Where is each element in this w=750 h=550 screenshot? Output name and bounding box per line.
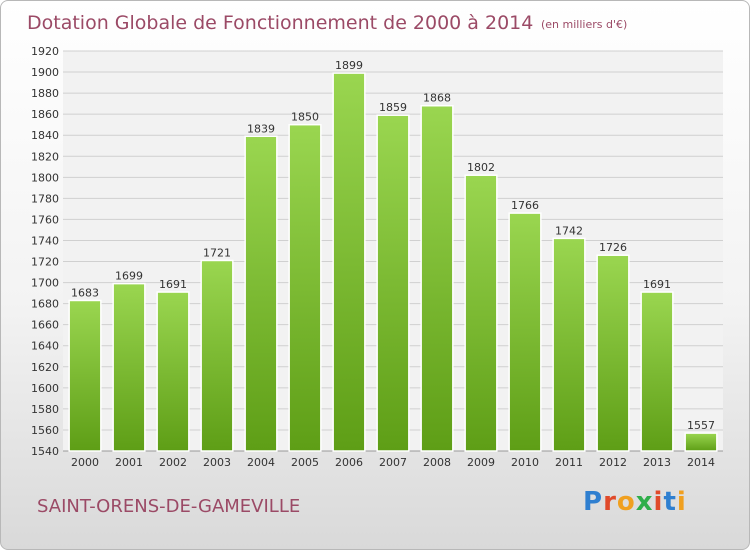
x-tick-label: 2011	[555, 456, 583, 469]
commune-name: SAINT-ORENS-DE-GAMEVILLE	[37, 496, 301, 517]
bar-2003	[200, 259, 234, 452]
y-tick-label: 1740	[31, 234, 59, 247]
logo-letter: i	[676, 487, 687, 517]
y-tick-label: 1760	[31, 213, 59, 226]
y-tick-label: 1860	[31, 108, 59, 121]
x-tick-label: 2001	[115, 456, 143, 469]
bar-value-label: 1726	[599, 241, 627, 254]
x-tick-label: 2004	[247, 456, 275, 469]
x-axis: 2000 2001 2002 2003 2004 2005 2006 2007 2008 2009…	[71, 456, 715, 469]
bar-value-label: 1683	[71, 286, 99, 299]
bar-2009	[464, 174, 498, 452]
bar-value-label: 1899	[335, 59, 363, 72]
y-tick-label: 1820	[31, 150, 59, 163]
x-tick-label: 2000	[71, 456, 99, 469]
y-tick-label: 1600	[31, 382, 59, 395]
x-tick-label: 2006	[335, 456, 363, 469]
y-tick-label: 1780	[31, 192, 59, 205]
x-tick-label: 2005	[291, 456, 319, 469]
bar-value-label: 1839	[247, 122, 275, 135]
bar-value-label: 1691	[643, 278, 671, 291]
x-tick-label: 2009	[467, 456, 495, 469]
y-tick-label: 1580	[31, 403, 59, 416]
bar-2000	[68, 299, 102, 452]
y-tick-label: 1840	[31, 129, 59, 142]
y-tick-label: 1660	[31, 319, 59, 332]
logo-letter: o	[616, 487, 636, 517]
bar-value-label: 1699	[115, 270, 143, 283]
bar-2014	[684, 432, 718, 452]
y-tick-label: 1700	[31, 277, 59, 290]
bar-2008	[420, 104, 454, 452]
bar-value-label: 1742	[555, 224, 583, 237]
x-tick-label: 2012	[599, 456, 627, 469]
y-tick-label: 1920	[31, 45, 59, 58]
logo-letter: r	[603, 487, 617, 517]
bar-value-label: 1850	[291, 111, 319, 124]
bar-value-label: 1557	[687, 419, 715, 432]
logo-letter: i	[653, 487, 664, 517]
bars: 1683 1699 1691 1721 1839 1850 1899 1859 1868 1802…	[68, 59, 718, 452]
bar-2006	[332, 72, 366, 452]
bar-value-label: 1721	[203, 246, 231, 259]
y-tick-label: 1720	[31, 256, 59, 269]
y-tick-label: 1560	[31, 424, 59, 437]
bar-2007	[376, 114, 410, 452]
y-axis: 1540 1560 1580 1600 1620 1640 1660 1680 1700 1720…	[31, 45, 723, 458]
bar-2011	[552, 237, 586, 452]
x-tick-label: 2008	[423, 456, 451, 469]
unit-note: (en milliers d'€)	[541, 18, 627, 31]
proxiti-logo[interactable]: Proxiti	[583, 487, 687, 517]
y-tick-label: 1640	[31, 340, 59, 353]
bar-value-label: 1691	[159, 278, 187, 291]
bar-value-label: 1868	[423, 92, 451, 105]
x-tick-label: 2013	[643, 456, 671, 469]
y-tick-label: 1880	[31, 87, 59, 100]
x-tick-label: 2002	[159, 456, 187, 469]
logo-letter: x	[635, 487, 654, 517]
logo-letter: t	[663, 487, 677, 517]
y-tick-label: 1540	[31, 445, 59, 458]
logo-letter: P	[583, 487, 604, 517]
bar-value-label: 1859	[379, 101, 407, 114]
x-tick-label: 2010	[511, 456, 539, 469]
bar-2004	[244, 135, 278, 452]
bar-2005	[288, 123, 322, 452]
y-tick-label: 1680	[31, 298, 59, 311]
bar-2013	[640, 291, 674, 452]
x-tick-label: 2014	[687, 456, 715, 469]
x-tick-label: 2007	[379, 456, 407, 469]
bar-2001	[112, 282, 146, 452]
bar-2010	[508, 212, 542, 452]
y-tick-label: 1800	[31, 171, 59, 184]
bar-2002	[156, 291, 190, 452]
x-tick-label: 2003	[203, 456, 231, 469]
bar-value-label: 1802	[467, 161, 495, 174]
bar-2012	[596, 254, 630, 452]
y-tick-label: 1620	[31, 361, 59, 374]
chart-title: Dotation Globale de Fonctionnement de 20…	[27, 12, 533, 34]
y-tick-label: 1900	[31, 66, 59, 79]
bar-value-label: 1766	[511, 199, 539, 212]
